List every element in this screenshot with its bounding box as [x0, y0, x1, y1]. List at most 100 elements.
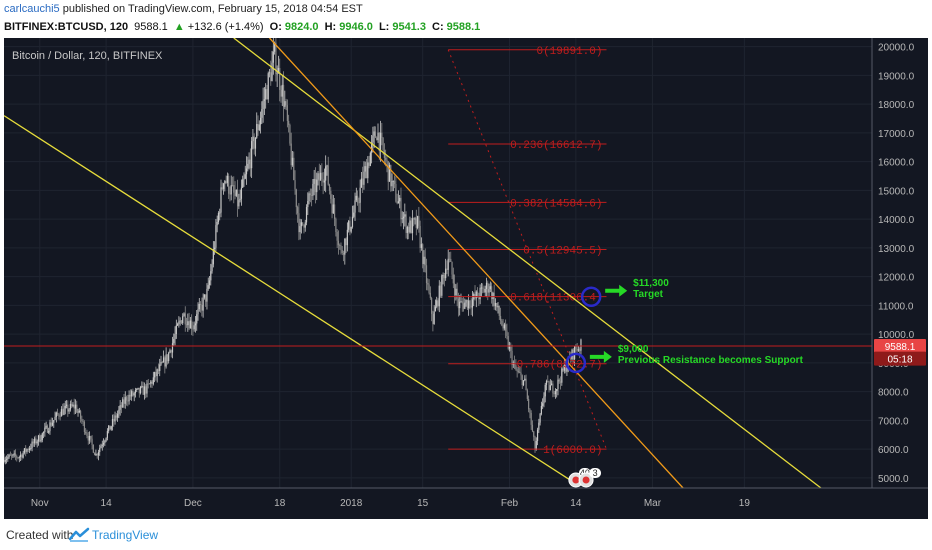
- price-tick-label: 15000.0: [878, 186, 915, 197]
- candle-body: [348, 220, 350, 230]
- candle-body: [199, 304, 202, 306]
- candle-body: [424, 256, 426, 266]
- candle-body: [42, 431, 45, 434]
- candle-body: [359, 187, 361, 203]
- candle-body: [341, 250, 343, 254]
- candle-body: [408, 227, 410, 233]
- arrow-right-icon: [589, 350, 612, 363]
- candle-body: [419, 225, 421, 248]
- candle-body: [8, 454, 10, 458]
- target-circle[interactable]: [565, 352, 587, 374]
- candle-body: [492, 292, 494, 300]
- price-change: +132.6 (+1.4%): [187, 21, 264, 33]
- candle-body: [498, 305, 500, 316]
- candle-body: [556, 389, 558, 392]
- time-tick-label: 14: [101, 498, 113, 509]
- candle-body: [525, 378, 527, 391]
- candle-body: [171, 343, 174, 353]
- candle-body: [388, 165, 391, 182]
- candle-body: [418, 216, 420, 226]
- candle-body: [309, 193, 311, 196]
- candle-body: [455, 288, 457, 296]
- candle-body: [522, 380, 525, 386]
- candle-body: [356, 195, 359, 203]
- candle-body: [220, 187, 222, 213]
- chart-panel[interactable]: 0(19891.0) 0.236(16612.7) 0.382(14584.6) 0.…: [4, 38, 928, 519]
- candle-body: [205, 294, 207, 302]
- candle-body: [480, 287, 482, 289]
- tradingview-logo-icon[interactable]: [68, 526, 90, 544]
- candle-body: [280, 89, 282, 97]
- price-tick-label: 7000.0: [878, 416, 909, 427]
- candles: [4, 38, 582, 465]
- candle-body: [249, 159, 251, 169]
- candle-body: [276, 73, 278, 75]
- ohlc-line: BITFINEX:BTCUSD, 120 9588.1 ▲ +132.6 (+1.…: [4, 21, 483, 33]
- candle-body: [253, 136, 255, 149]
- candle-body: [239, 198, 241, 201]
- candle-body: [413, 218, 415, 220]
- candle-body: [471, 299, 474, 308]
- candle-body: [115, 415, 117, 418]
- candle-body: [215, 225, 217, 248]
- candle-body: [79, 410, 82, 419]
- publish-line: carlcauchi5 published on TradingView.com…: [4, 3, 363, 15]
- candle-body: [466, 299, 468, 309]
- candle-body: [108, 425, 110, 432]
- candle-body: [530, 412, 532, 425]
- trendlines[interactable]: [4, 38, 822, 489]
- candle-body: [16, 456, 18, 458]
- candle-body: [231, 185, 234, 186]
- candle-body: [503, 324, 505, 329]
- candle-body: [291, 157, 294, 166]
- candle-body: [13, 453, 15, 455]
- candle-body: [27, 449, 29, 451]
- candle-body: [374, 131, 377, 138]
- candle-body: [376, 137, 378, 141]
- price-tick-label: 14000.0: [878, 215, 915, 226]
- candle-body: [296, 207, 299, 214]
- candle-body: [197, 309, 199, 315]
- candle-body: [5, 458, 8, 461]
- author-link[interactable]: carlcauchi5: [4, 3, 60, 15]
- candle-body: [401, 218, 403, 220]
- price-axis[interactable]: 5000.06000.07000.08000.09000.010000.0110…: [871, 38, 928, 519]
- candle-body: [125, 397, 128, 401]
- candle-body: [225, 181, 227, 183]
- candle-body: [23, 448, 26, 453]
- candle-body: [422, 244, 424, 264]
- candle-body: [83, 421, 86, 432]
- channel-trendline[interactable]: [269, 38, 684, 489]
- candle-body: [256, 123, 258, 138]
- candle-body: [441, 275, 443, 296]
- candle-body: [147, 383, 149, 385]
- low-value: 9541.3: [392, 21, 426, 33]
- candle-body: [187, 321, 189, 326]
- candle-body: [545, 380, 548, 385]
- symbol-label: BITFINEX:BTCUSD, 120: [4, 21, 129, 33]
- candle-body: [109, 425, 111, 430]
- channel-trendline[interactable]: [4, 115, 577, 485]
- target-circle[interactable]: [580, 286, 602, 308]
- price-chart[interactable]: 0(19891.0) 0.236(16612.7) 0.382(14584.6) 0.…: [4, 38, 928, 519]
- candle-body: [414, 218, 416, 220]
- time-axis[interactable]: Nov 14 Dec 18 2018 15 Feb 14 Mar 19: [4, 487, 928, 509]
- tradingview-brand[interactable]: TradingView: [92, 528, 159, 542]
- arrow-right-icon: [605, 284, 628, 297]
- candle-body: [540, 405, 542, 414]
- candle-body: [559, 381, 562, 383]
- candle-body: [482, 287, 484, 289]
- channel-trendline[interactable]: [233, 38, 822, 489]
- candle-body: [134, 390, 137, 394]
- time-tick-label: Nov: [31, 498, 49, 509]
- candle-body: [494, 302, 497, 307]
- candle-body: [439, 285, 442, 296]
- candle-body: [303, 224, 305, 228]
- fib-retracement[interactable]: 0(19891.0) 0.236(16612.7) 0.382(14584.6) 0.…: [447, 46, 607, 457]
- candle-body: [62, 409, 64, 415]
- candle-body: [41, 433, 43, 440]
- candle-body: [258, 124, 260, 131]
- candle-body: [201, 305, 203, 311]
- candle-body: [450, 258, 452, 263]
